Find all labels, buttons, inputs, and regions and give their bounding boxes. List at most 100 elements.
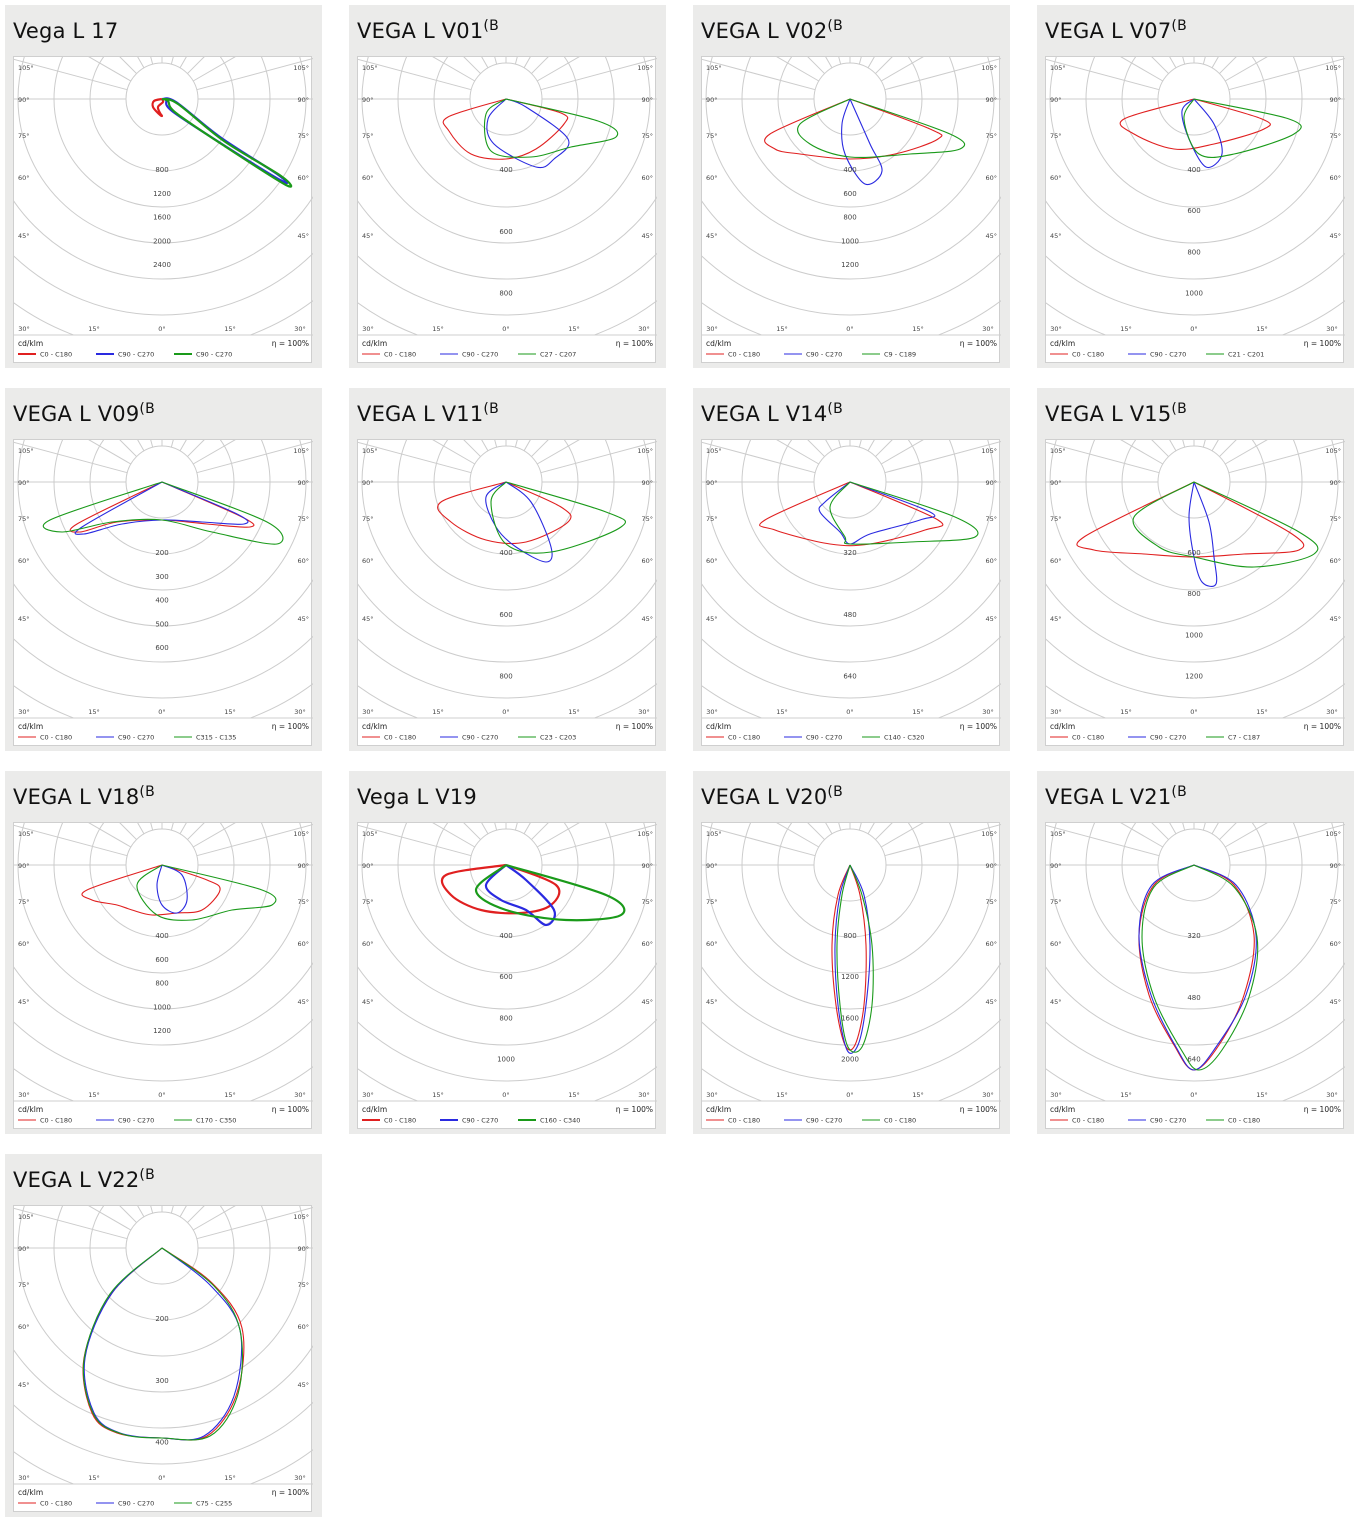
angle-label-bottom: 15° — [224, 1091, 236, 1099]
polar-grid — [14, 57, 313, 335]
grid-circle — [702, 252, 1001, 316]
grid-circle — [397, 823, 615, 974]
grid-circle — [14, 1345, 313, 1429]
efficiency-label: η = 100% — [616, 1105, 653, 1114]
grid-ray — [1228, 58, 1345, 91]
legend-label: C0 - C180 — [728, 1117, 760, 1125]
angle-label-left: 60° — [706, 940, 718, 948]
grid-circle — [1121, 440, 1267, 555]
angle-label-bottom: 30° — [18, 1091, 30, 1099]
angle-label-bottom: 30° — [362, 708, 374, 716]
chart-title-superscript: (B — [139, 784, 155, 800]
angle-label-left: 105° — [362, 447, 378, 455]
angle-label-bottom: 15° — [88, 325, 100, 333]
grid-circle — [14, 683, 313, 718]
polar-plot: 200 300 400 500 600 105° 105° 90° 90° 75° 75° 60° 60… — [13, 439, 313, 746]
grid-circle — [358, 962, 657, 1046]
efficiency-label: η = 100% — [1304, 339, 1341, 348]
angle-label-left: 75° — [18, 898, 30, 906]
polar-plot: 400 600 800 1000 1200 105° 105° 90° 90° 75° 75° 60°… — [13, 822, 313, 1129]
chart-title-superscript: (B — [1171, 401, 1187, 417]
grid-circle — [741, 823, 959, 974]
grid-circle — [1046, 579, 1345, 663]
polar-plot-svg: 800 1200 1600 2000 105° 105° 90° 90° 75° 75° 60° 60… — [702, 823, 1001, 1125]
chart-title-superscript: (B — [139, 401, 155, 417]
angle-label-bottom: 15° — [432, 1091, 444, 1099]
radial-tick-label: 400 — [499, 549, 512, 557]
angle-label-right: 105° — [1325, 447, 1341, 455]
radial-tick-label: 320 — [1187, 932, 1200, 940]
angle-label-left: 105° — [362, 830, 378, 838]
polar-plot: 800 1200 1600 2000 2400 105° 105° 90° 90° 75° 75° 6… — [13, 56, 313, 363]
angle-label-left: 60° — [706, 174, 718, 182]
legend-label: C170 - C350 — [196, 1117, 236, 1125]
polar-grid — [14, 440, 313, 718]
grid-circle — [1121, 823, 1267, 938]
grid-circle — [1046, 635, 1345, 699]
efficiency-label: η = 100% — [272, 1488, 309, 1497]
angle-label-right: 105° — [637, 447, 653, 455]
angle-label-bottom: 30° — [1326, 708, 1338, 716]
grid-circle — [358, 635, 657, 699]
chart-title-text: VEGA L V18 — [13, 785, 140, 809]
angle-label-right: 60° — [1329, 940, 1341, 948]
polar-plot-svg: 400 600 800 1000 1200 105° 105° 90° 90° 75° 75° 60°… — [14, 823, 313, 1125]
angle-label-bottom: 30° — [638, 1091, 650, 1099]
angle-label-left: 75° — [18, 515, 30, 523]
chart-title-superscript: (B — [827, 784, 843, 800]
radial-tick-label: 800 — [843, 932, 856, 940]
polar-grid — [14, 823, 313, 1101]
angle-label-bottom: 30° — [18, 325, 30, 333]
radial-tick-label: 1000 — [841, 237, 859, 245]
legend-label: C90 - C270 — [462, 351, 498, 359]
angle-label-left: 90° — [706, 862, 718, 870]
radial-tick-label: 1200 — [841, 973, 859, 981]
legend-label: C90 - C270 — [1150, 1117, 1186, 1125]
angle-label-left: 45° — [362, 615, 374, 623]
angle-label-bottom: 15° — [88, 1474, 100, 1482]
angle-label-right: 90° — [1329, 96, 1341, 104]
angle-label-bottom: 30° — [638, 708, 650, 716]
angle-label-left: 105° — [18, 447, 34, 455]
polar-plot: 400 600 800 1000 105° 105° 90° 90° 75° 75° 60° 60° 4… — [1045, 56, 1345, 363]
angle-label-right: 60° — [641, 174, 653, 182]
polar-plot: 400 600 800 105° 105° 90° 90° 75° 75° 60° 60° 45° 45… — [357, 439, 657, 746]
angle-label-bottom: 0° — [846, 325, 853, 333]
legend-label: C0 - C180 — [1072, 734, 1104, 742]
legend-label: C90 - C270 — [196, 351, 232, 359]
radial-tick-label: 200 — [155, 549, 168, 557]
grid-circle — [777, 823, 923, 938]
efficiency-label: η = 100% — [1304, 722, 1341, 731]
chart-card: VEGA L V18(B 400 600 800 1000 1200 105° 105° 90°… — [5, 771, 322, 1134]
angle-label-left: 45° — [1050, 615, 1062, 623]
grid-circle — [14, 579, 313, 663]
series-curve — [82, 1247, 245, 1441]
radial-tick-label: 1200 — [1185, 673, 1203, 681]
radial-tick-label: 600 — [1187, 207, 1200, 215]
grid-circle — [397, 57, 615, 208]
unit-label: cd/klm — [362, 722, 387, 731]
chart-title-text: VEGA L V02 — [701, 19, 828, 43]
chart-title-text: VEGA L V07 — [1045, 19, 1172, 43]
legend-label: C90 - C270 — [118, 351, 154, 359]
legend-label: C90 - C270 — [806, 1117, 842, 1125]
radial-tick-label: 1600 — [153, 214, 171, 222]
grid-ray — [1046, 824, 1160, 857]
legend-label: C9 - C189 — [884, 351, 916, 359]
series-curve — [42, 481, 284, 545]
polar-grid — [14, 1206, 313, 1484]
chart-title-text: VEGA L V11 — [357, 402, 484, 426]
angle-label-bottom: 30° — [294, 708, 306, 716]
chart-title-superscript: (B — [139, 1167, 155, 1183]
angle-label-right: 75° — [297, 132, 309, 140]
unit-label: cd/klm — [706, 1105, 731, 1114]
angle-label-bottom: 30° — [294, 325, 306, 333]
grid-circle — [1046, 683, 1345, 718]
series-curve — [836, 864, 874, 1053]
grid-ray — [358, 824, 472, 857]
grid-circle — [1046, 196, 1345, 280]
legend-label: C160 - C340 — [540, 1117, 580, 1125]
angle-label-left: 60° — [1050, 174, 1062, 182]
angle-label-right: 60° — [297, 1323, 309, 1331]
series-curve — [1138, 864, 1255, 1071]
